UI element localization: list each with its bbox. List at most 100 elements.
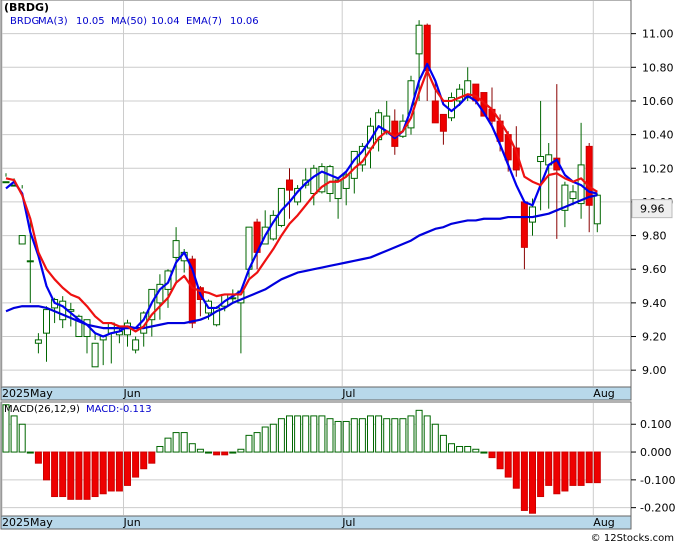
date-label: Aug [593, 516, 614, 529]
price-tick-label: 10.60 [642, 95, 674, 108]
candle-body [464, 80, 472, 99]
moving-average-lines [5, 62, 598, 338]
date-label: Jun [123, 387, 141, 400]
macd-bar [67, 451, 75, 500]
price-tick-label: 9.00 [642, 364, 667, 377]
candle-body [342, 174, 350, 189]
macd-bars [2, 404, 601, 514]
candle-body [569, 191, 577, 200]
macd-bar [91, 451, 99, 498]
candle-body [585, 145, 593, 206]
candle-body [310, 167, 318, 194]
date-label: Aug [593, 387, 614, 400]
date-label: Jul [341, 387, 355, 400]
candle-body [75, 315, 83, 338]
macd-bar [415, 409, 423, 453]
macd-bar [286, 415, 293, 453]
candle-body [172, 240, 180, 258]
legend-item: 10.06 [230, 16, 259, 27]
macd-bar [496, 451, 504, 470]
macd-bar [124, 451, 131, 486]
macd-bar [310, 415, 318, 453]
macd-bar [107, 451, 115, 492]
macd-date-axis-band [0, 515, 632, 530]
macd-bar [375, 415, 383, 453]
candle-body [318, 166, 326, 193]
candle-body [529, 206, 536, 223]
macd-bar [472, 448, 480, 453]
macd-bar [196, 448, 204, 453]
price-tick-label: 10.20 [642, 162, 674, 175]
macd-bar [172, 432, 180, 453]
macd-bar [229, 451, 237, 454]
macd-bar [205, 451, 212, 454]
macd-bar [569, 451, 577, 486]
macd-date-axis-labels: 2025May Jun Jul Aug [2, 516, 615, 529]
date-label: 2025May [2, 387, 53, 400]
macd-bar [423, 415, 431, 453]
macd-bar [34, 451, 42, 464]
price-tick-label: 9.60 [642, 263, 667, 276]
candle-body [537, 155, 545, 163]
candle-body [431, 100, 439, 124]
macd-bar [577, 451, 585, 486]
macd-tick-label: 0.100 [640, 418, 672, 431]
macd-bar [456, 445, 464, 453]
macd-bar [51, 451, 59, 498]
date-axis-labels: 2025May Jun Jul Aug [2, 387, 615, 400]
price-tick-label: 9.40 [642, 297, 667, 310]
candle-body [593, 194, 601, 225]
macd-bar [245, 434, 253, 453]
candle-body [334, 179, 342, 200]
macd-bar [512, 451, 520, 489]
date-axis-band [0, 386, 632, 401]
candle-body [26, 260, 34, 263]
macd-bar [180, 432, 188, 453]
macd-bar [318, 415, 326, 453]
macd-bar [407, 415, 415, 453]
macd-bar [156, 445, 164, 453]
date-label: Jul [341, 516, 355, 529]
price-axis: 11.0010.8010.6010.4010.2010.009.809.609.… [631, 28, 674, 377]
macd-bar [294, 415, 302, 453]
macd-bar [585, 451, 593, 484]
macd-bar [277, 418, 285, 453]
macd-bar [164, 437, 172, 453]
macd-bar [43, 451, 50, 481]
macd-bar [59, 451, 67, 498]
macd-bar [221, 451, 229, 456]
macd-bar [593, 451, 601, 484]
candle-body [59, 300, 67, 321]
candle-body [326, 166, 334, 195]
macd-bar [431, 423, 439, 453]
candle-body [2, 181, 10, 184]
copyright-footer: © 12Stocks.com [590, 533, 674, 544]
macd-bar [553, 451, 561, 495]
macd-bar [488, 451, 496, 459]
macd-bar [269, 423, 277, 453]
legend-item: 10.05 [76, 16, 105, 27]
macd-bar [464, 445, 472, 453]
date-label: Jun [123, 516, 141, 529]
candle-body [18, 235, 26, 245]
ma3-line [5, 62, 598, 338]
macd-bar [83, 451, 91, 500]
macd-bar [504, 451, 512, 478]
candle-body [350, 150, 358, 179]
legend-item: 10.04 [151, 16, 180, 27]
macd-bar [261, 426, 269, 453]
macd-bar [188, 443, 196, 453]
macd-bar [253, 432, 261, 453]
macd-bar [439, 434, 447, 453]
macd-bar [10, 415, 18, 453]
macd-bar [529, 451, 536, 514]
legend-item: MA(50) [111, 16, 147, 27]
price-tick-label: 10.40 [642, 129, 674, 142]
macd-bar [18, 423, 26, 453]
macd-bar [399, 418, 407, 453]
legend-item: BRDG [10, 16, 39, 27]
macd-bar [537, 451, 545, 498]
macd-tick-label: -0.200 [640, 502, 675, 515]
